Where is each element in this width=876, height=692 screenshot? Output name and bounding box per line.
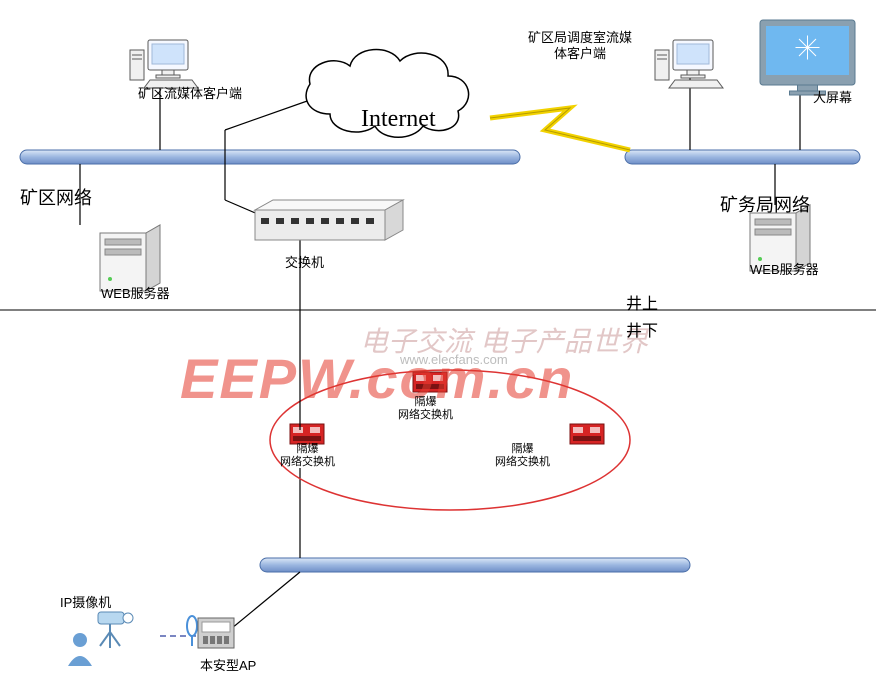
label-ring-left: 隔爆 网络交换机 xyxy=(280,443,335,469)
ap-icon xyxy=(187,616,234,648)
label-ring-right: 隔爆 网络交换机 xyxy=(495,443,550,469)
watermark-url: www.elecfans.com xyxy=(400,352,508,368)
label-ipcam: IP摄像机 xyxy=(60,595,111,611)
explosion-proof-switch-icon xyxy=(290,424,324,444)
network-pipe xyxy=(20,150,520,164)
label-above: 井上 xyxy=(626,295,658,314)
label-client-left: 矿区流媒体客户端 xyxy=(138,86,242,102)
network-pipe xyxy=(260,558,690,572)
network-pipe xyxy=(625,150,860,164)
pc-icon xyxy=(655,40,723,88)
label-switch: 交换机 xyxy=(285,255,324,271)
label-internet: Internet xyxy=(361,105,436,134)
label-web-right: WEB服务器 xyxy=(750,262,819,278)
label-ap: 本安型AP xyxy=(200,658,256,674)
label-below: 井下 xyxy=(626,322,658,341)
explosion-proof-switch-icon xyxy=(570,424,604,444)
big-screen-icon xyxy=(760,20,855,95)
label-web-left: WEB服务器 xyxy=(101,286,170,302)
server-icon xyxy=(100,225,160,291)
label-net-right: 矿务局网络 xyxy=(720,195,810,217)
pc-icon xyxy=(130,40,198,88)
label-bigscreen: 大屏幕 xyxy=(813,90,852,106)
rack-switch-icon xyxy=(255,200,403,240)
lightning-icon xyxy=(490,108,630,150)
label-ring-top: 隔爆 网络交换机 xyxy=(398,396,453,422)
label-client-right: 矿区局调度室流媒 体客户端 xyxy=(528,30,632,61)
label-net-left: 矿区网络 xyxy=(20,188,92,210)
ip-camera-icon xyxy=(68,612,133,666)
